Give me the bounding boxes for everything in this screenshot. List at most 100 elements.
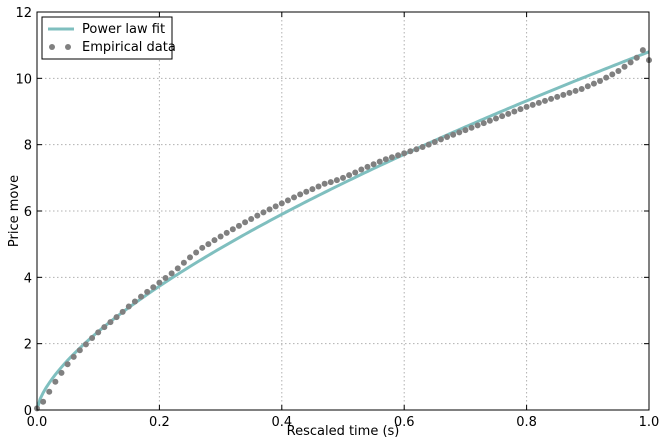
y-tick-label: 8 [24,139,32,154]
empirical-data-point [150,284,157,291]
empirical-data-point [517,106,524,113]
legend-dot-swatch [65,44,71,50]
legend-entry-empirical-data: Empirical data [82,40,176,55]
empirical-data-point [480,120,487,127]
x-tick-label: 1.0 [639,415,660,430]
empirical-data-point [303,188,310,195]
empirical-data-point [627,59,634,66]
empirical-data-point [101,324,108,331]
y-tick-label: 6 [24,205,32,220]
empirical-data-point [278,200,285,207]
empirical-data-point [615,68,622,75]
empirical-data-point [584,83,591,90]
legend-entry-power-law-fit: Power law fit [82,22,165,37]
plot-data [34,47,652,412]
empirical-data-point [603,74,610,81]
empirical-data-point [119,308,126,315]
empirical-data-point [395,152,402,159]
empirical-data-point [291,194,298,201]
empirical-data-point [125,303,132,310]
empirical-data-point [199,244,206,251]
empirical-data-point [315,183,322,190]
empirical-data-point [229,226,236,233]
empirical-data-point [511,108,518,115]
empirical-data-point [370,161,377,168]
empirical-data-point [174,265,181,272]
empirical-data-point [138,293,145,300]
empirical-data-point [297,191,304,198]
empirical-data-point [193,249,200,256]
empirical-data-point [89,335,96,342]
empirical-data-point [597,77,604,84]
empirical-data-point [364,163,371,170]
empirical-data-point [327,179,334,186]
empirical-data-point [468,124,475,131]
empirical-data-point [321,180,328,187]
empirical-data-point [633,54,640,61]
empirical-data-point [333,177,340,184]
empirical-data-point [486,117,493,124]
empirical-data-point [95,329,102,336]
empirical-data-point [529,101,536,108]
empirical-data-point [284,197,291,204]
empirical-data-point [346,172,353,179]
empirical-data-point [131,298,138,305]
empirical-data-point [419,143,426,150]
empirical-data-point [205,241,212,248]
tick-marks [36,11,650,411]
empirical-data-point [437,136,444,143]
empirical-data-point [107,319,114,326]
empirical-data-point [413,146,420,153]
empirical-data-point [156,279,163,286]
empirical-data-point [578,85,585,92]
empirical-data-point [358,166,365,173]
legend-dot-swatch [49,44,55,50]
empirical-data-point [58,369,65,376]
empirical-data-point [462,127,469,134]
empirical-data-point [211,237,218,244]
empirical-data-point [235,222,242,229]
x-tick-label: 0.4 [271,415,292,430]
empirical-data-point [456,129,463,136]
empirical-data-point [76,347,83,354]
empirical-data-point [168,270,175,277]
empirical-data-point [223,229,230,236]
empirical-data-point [388,154,395,161]
empirical-data-point [70,353,77,360]
empirical-data-point [621,63,628,70]
y-tick-label: 10 [15,72,32,87]
x-tick-label: 0.0 [27,415,48,430]
empirical-data-point [260,209,267,216]
x-axis-label: Rescaled time (s) [287,424,400,439]
grid-lines [36,11,650,411]
empirical-data-point [248,215,255,222]
empirical-data-point [254,212,261,219]
y-tick-label: 0 [24,404,32,419]
empirical-data-point [548,95,555,102]
empirical-data-point [352,169,359,176]
empirical-data-point [523,103,530,110]
empirical-data-point [162,274,169,281]
empirical-data-point [425,141,432,148]
empirical-data-point [187,254,193,261]
y-axis-label: Price move [7,175,22,247]
empirical-data-point [444,134,451,141]
x-tick-label: 0.6 [394,415,415,430]
empirical-data-point [401,150,408,157]
empirical-data-point [376,158,383,165]
legend: Power law fit Empirical data [41,16,176,60]
empirical-data-point [505,110,512,117]
empirical-data-point [52,378,59,385]
empirical-data-point [499,113,506,120]
legend-box [41,16,173,60]
x-tick-label: 0.8 [516,415,537,430]
empirical-data-point [474,122,481,129]
empirical-data-point [407,148,414,155]
power-law-fit-line [35,50,650,411]
empirical-data-point [40,398,47,405]
empirical-data-point [554,93,561,100]
empirical-data-point [309,186,316,193]
empirical-data-point [266,206,273,213]
empirical-data-point [566,89,573,96]
